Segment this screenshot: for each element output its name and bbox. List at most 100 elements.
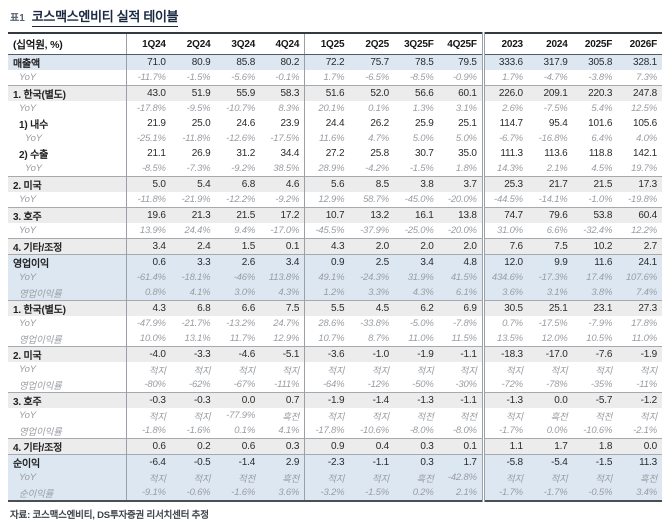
cell: -78% — [546, 379, 568, 390]
row-label: 3. 호주 — [8, 207, 127, 223]
cell: 4.5% — [591, 163, 613, 174]
cell: 흑전 — [550, 411, 568, 423]
cell: -20.0% — [438, 223, 485, 239]
cell: 11.5% — [438, 331, 485, 347]
cell: 19.6 — [126, 207, 171, 223]
table-row: YoY -17.8% -9.5% -10.7% 8.3% 20.1% 0.1% 1.3% 3.1… — [8, 101, 662, 116]
cell: -12.6% — [226, 133, 256, 144]
cell: 71.0 — [126, 54, 171, 70]
cell: 0.1 — [260, 238, 306, 255]
table-row: YoY 적지 적지 -77.9% 흑전 적지 적지 적전 적전 적지 흑전 적전 적지 — [8, 408, 662, 423]
cell: 34.4 — [260, 146, 306, 161]
cell: 226.0 — [483, 85, 528, 101]
cell: 17.4% — [572, 270, 618, 285]
column-header: 4Q24 — [260, 33, 306, 55]
cell: -5.0% — [409, 318, 434, 329]
cell: 3.8 — [394, 176, 439, 192]
column-header: 1Q24 — [126, 33, 171, 55]
table-row: YoY -11.8% -21.9% -12.2% -9.2% 12.9% 58.7% -45.… — [8, 192, 662, 208]
row-label: YoY — [8, 101, 127, 116]
cell: -1.0 — [349, 346, 394, 362]
table-row: 매출액 71.0 80.9 85.8 80.2 72.2 75.7 78.5 79.5 333.6… — [8, 54, 662, 70]
cell: -1.3 — [483, 392, 528, 408]
cell: 220.3 — [572, 85, 618, 101]
cell: 19.7% — [631, 163, 657, 174]
cell: 0.0% — [546, 425, 568, 436]
cell: 113.8% — [260, 270, 306, 285]
cell: -1.2 — [617, 392, 662, 408]
cell: 21.5 — [215, 207, 261, 223]
cell: 7.6 — [483, 238, 528, 255]
column-header: 2Q24 — [170, 33, 216, 55]
cell: -0.5% — [572, 485, 618, 501]
cell: 12.9% — [260, 331, 306, 347]
cell: -7.3% — [186, 163, 211, 174]
cell: 0.4 — [349, 438, 394, 455]
page-title: 코스맥스엔비티 실적 테이블 — [31, 6, 179, 27]
cell: 7.4% — [617, 285, 662, 301]
cell: -1.4 — [349, 392, 394, 408]
cell: 0.0 — [527, 392, 573, 408]
row-label: 순이익 — [8, 454, 127, 470]
cell: 5.4% — [591, 103, 613, 114]
column-header: 4Q25F — [438, 33, 485, 55]
cell: 0.3 — [394, 454, 439, 470]
cell: -12% — [367, 379, 390, 390]
cell: 75.7 — [349, 54, 394, 70]
cell: -62% — [189, 379, 211, 390]
cell: 0.6 — [126, 438, 171, 455]
cell: 흑전 — [260, 470, 306, 485]
cell: 12.9% — [318, 194, 345, 205]
cell: -10.7% — [226, 103, 256, 114]
row-label: YoY — [8, 161, 127, 177]
cell: -0.3 — [126, 392, 171, 408]
cell: 6.2 — [394, 300, 439, 316]
cell: -0.5 — [170, 454, 216, 470]
cell: 13.5% — [496, 333, 523, 344]
table-row: YoY -61.4% -18.1% -46% 113.8% 49.1% -24.3% 31.9… — [8, 270, 662, 285]
cell: 5.5 — [304, 300, 350, 316]
cell: -1.5% — [409, 163, 434, 174]
table-row: 순이익 -6.4 -0.5 -1.4 2.9 -2.3 -1.1 0.3 1.7 -5.8 -5.4… — [8, 454, 662, 470]
cell: 317.9 — [527, 54, 573, 70]
cell: 2.0 — [438, 238, 485, 255]
row-label: YoY — [8, 131, 127, 146]
cell: 56.6 — [394, 85, 439, 101]
cell: 7.5 — [260, 300, 306, 316]
cell: 12.5% — [631, 103, 657, 114]
cell: 적지 — [639, 411, 657, 423]
cell: -18.1% — [170, 270, 216, 285]
cell: -1.5% — [186, 72, 211, 83]
cell: -111% — [260, 377, 306, 393]
cell: 3.1% — [527, 285, 573, 301]
cell: -3.8% — [588, 72, 613, 83]
cell: 3.7 — [438, 176, 485, 192]
cell: -45.5% — [315, 225, 345, 236]
cell: -0.9% — [438, 70, 485, 86]
cell: 434.6% — [483, 270, 528, 285]
cell: -1.9 — [304, 392, 350, 408]
cell: -47.9% — [136, 318, 166, 329]
cell: 3.6% — [483, 285, 528, 301]
cell: -16.8% — [538, 133, 568, 144]
cell: 30.5 — [483, 300, 528, 316]
table-row: 영업이익률 -1.8% -1.6% 0.1% 4.1% -17.8% -10.6% -8.0%… — [8, 423, 662, 439]
cell: 24.4% — [184, 225, 211, 236]
cell: 0.7% — [502, 318, 523, 329]
cell: 26.2 — [370, 118, 389, 129]
cell: 7.3% — [636, 72, 657, 83]
table-row: 4. 기타/조정 3.4 2.4 1.5 0.1 4.3 2.0 2.0 2.0 7.6 7.5 10… — [8, 238, 662, 255]
cell: 0.1% — [368, 103, 389, 114]
cell: -5.7 — [572, 392, 618, 408]
cell: -17.3% — [527, 270, 573, 285]
cell: 3.4% — [617, 485, 662, 501]
cell: 53.8 — [572, 207, 618, 223]
cell: 16.1 — [394, 207, 439, 223]
cell: -37.9% — [360, 225, 389, 236]
cell: 적지 — [483, 470, 528, 485]
table-row: 영업이익률 10.0% 13.1% 11.7% 12.9% 10.7% 8.7% 11.0% 1… — [8, 331, 662, 347]
cell: 0.3 — [260, 438, 306, 455]
cell: 13.2 — [349, 207, 394, 223]
table-row: YoY 적지 적지 적지 적지 적지 적지 적지 적지 적지 적지 적지 적지 — [8, 362, 662, 377]
